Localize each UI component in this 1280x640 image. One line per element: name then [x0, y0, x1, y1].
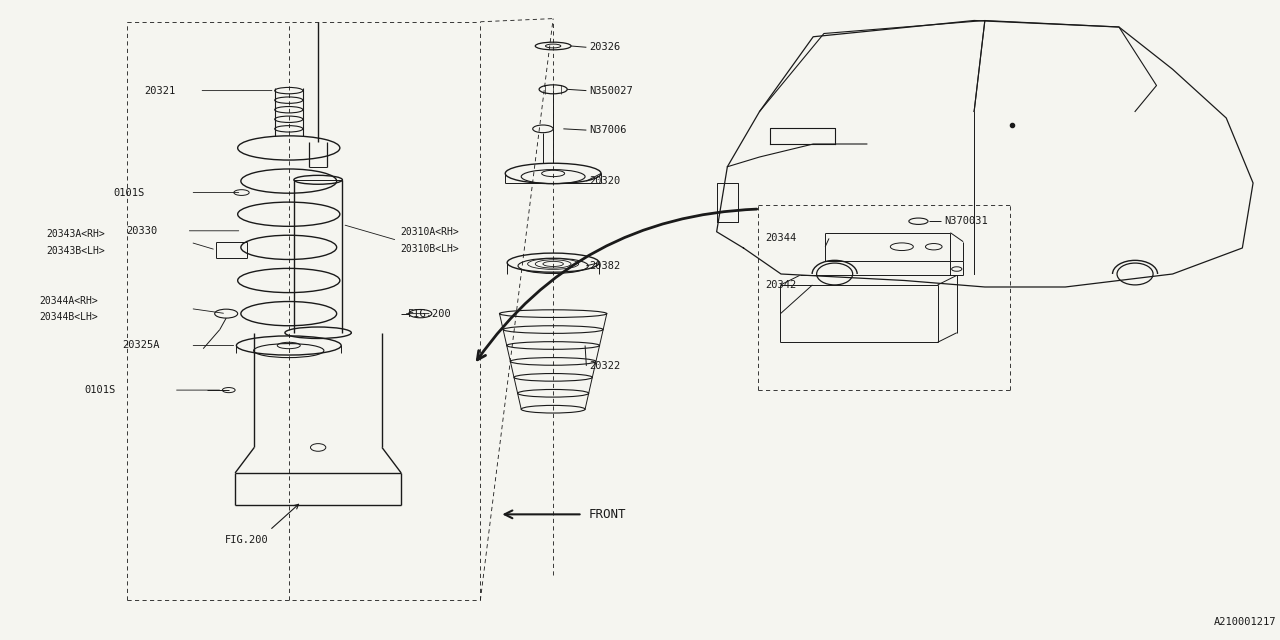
Text: FIG.200: FIG.200: [407, 308, 452, 319]
Text: 0101S: 0101S: [84, 385, 115, 395]
Text: 20344: 20344: [765, 234, 796, 243]
Text: 20310A<RH>: 20310A<RH>: [399, 227, 458, 237]
Text: 20310B<LH>: 20310B<LH>: [399, 244, 458, 253]
Text: N370031: N370031: [943, 216, 988, 226]
Text: 20322: 20322: [589, 361, 621, 371]
Text: N37006: N37006: [589, 125, 626, 135]
Text: A210001217: A210001217: [1213, 617, 1276, 627]
Text: 20330: 20330: [127, 226, 157, 236]
Text: 20344A<RH>: 20344A<RH>: [40, 296, 99, 306]
Text: 20321: 20321: [145, 86, 175, 95]
Text: 20343A<RH>: 20343A<RH>: [46, 229, 105, 239]
Text: 20342: 20342: [765, 280, 796, 290]
Text: FRONT: FRONT: [589, 508, 626, 521]
Text: N350027: N350027: [589, 86, 632, 95]
Text: FIG.200: FIG.200: [225, 535, 269, 545]
Text: 20325A: 20325A: [123, 340, 160, 351]
Text: 20344B<LH>: 20344B<LH>: [40, 312, 99, 322]
Text: 20343B<LH>: 20343B<LH>: [46, 246, 105, 256]
Text: 20326: 20326: [589, 42, 621, 52]
Text: 20382: 20382: [589, 261, 621, 271]
Text: 0101S: 0101S: [114, 188, 145, 198]
Text: 20320: 20320: [589, 176, 621, 186]
